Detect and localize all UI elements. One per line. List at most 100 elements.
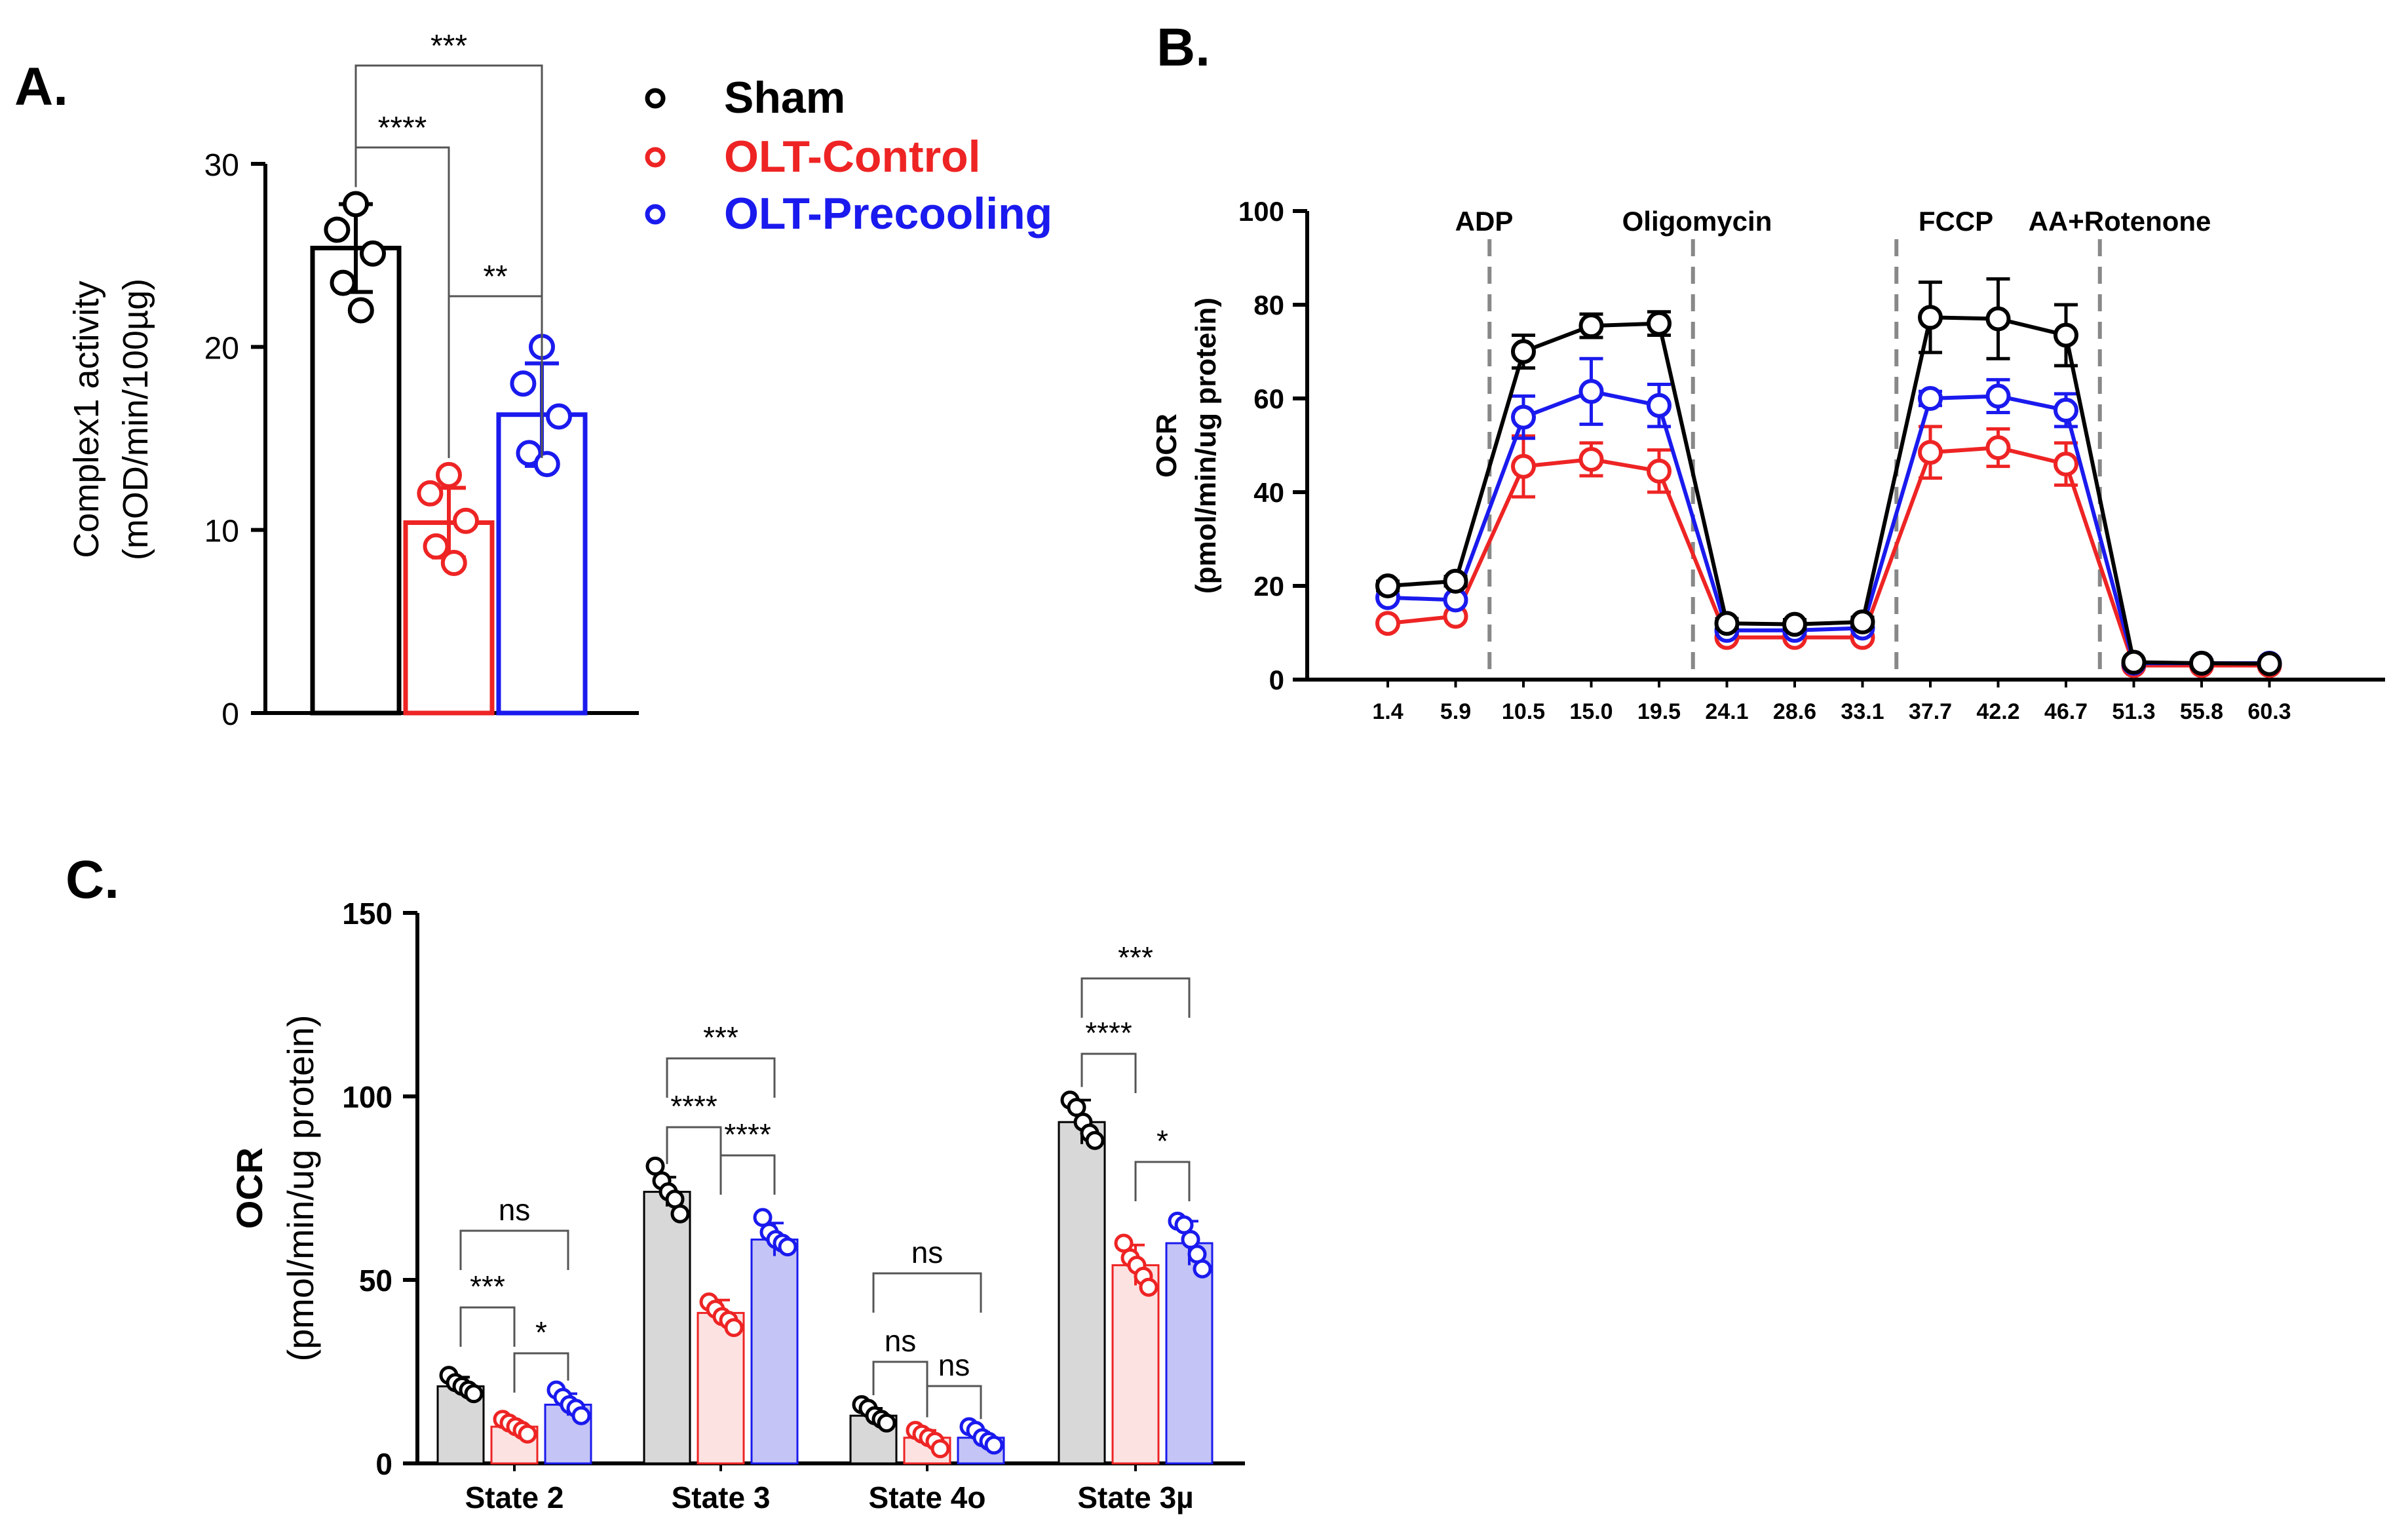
c-category-label: State 2 [465,1480,564,1515]
c-significance-bracket [1080,1052,1137,1093]
b-point-sham [2054,322,2078,348]
a-significance-bracket [448,295,543,458]
a-data-point [417,480,444,507]
b-x-tick-label: 1.4 [1372,699,1403,724]
b-y-tick-label: 0 [1269,665,1284,695]
b-point-olt-precooling [1918,386,1943,411]
a-significance-bracket [354,64,543,458]
a-significance-label: *** [430,29,467,64]
c-bar-sham [1058,1121,1106,1465]
panel-a-label: A. [14,57,68,117]
a-significance-label: ** [483,260,507,294]
c-significance-bracket [666,1126,722,1167]
c-significance-label: **** [724,1117,771,1151]
c-data-point [1085,1130,1105,1150]
a-data-point [347,297,374,324]
legend-marker-sham [645,88,666,109]
b-x-tick-label: 28.6 [1773,699,1816,724]
a-y-tick-label: 0 [221,697,239,732]
c-bar-olt-control [1111,1264,1160,1465]
b-point-olt-control [1375,611,1400,636]
c-significance-label: **** [1085,1016,1132,1050]
c-bar-olt-precooling [750,1238,799,1465]
a-y-tick-label: 30 [204,148,239,183]
c-significance-label: * [1156,1124,1168,1158]
c-bar-olt-control [697,1311,745,1465]
panel-c-label: C. [66,850,119,910]
legend-marker-olt-precooling [645,204,666,225]
c-data-point [464,1384,484,1404]
b-x-tick-label: 42.2 [1976,699,2019,724]
c-y-axis-title-line2: (pmol/min/ug protein) [280,1014,321,1361]
a-y-axis-title-line2: (mOD/min/100µg) [116,279,155,560]
b-point-sham [1918,305,1943,330]
c-significance-label: ns [911,1235,944,1269]
b-y-tick-label: 20 [1253,571,1284,602]
b-point-olt-precooling [1511,404,1536,430]
b-point-olt-precooling [1985,383,2011,409]
c-y-tick-label: 0 [375,1447,392,1481]
a-data-point [440,549,467,576]
b-injection-label: FCCP [1919,206,1993,237]
c-significance-bracket [459,1306,516,1347]
c-significance-bracket [872,1272,982,1313]
a-data-point [343,191,369,218]
b-x-tick-label: 24.1 [1705,699,1748,724]
c-y-axis-title-line1: OCR [229,1148,270,1229]
b-x-tick-label: 37.7 [1909,699,1952,724]
c-significance-label: *** [1118,940,1153,975]
b-point-sham [1782,611,1807,637]
b-point-sham [1850,609,1875,635]
legend-marker-olt-control [645,147,666,168]
c-significance-bracket [1080,977,1191,1018]
c-data-point [984,1435,1004,1455]
c-data-point [724,1318,744,1338]
legend-label-olt-control: OLT-Control [724,132,981,182]
a-data-point [533,451,560,478]
b-point-olt-control [1578,446,1604,472]
a-data-point [324,216,351,243]
c-data-point [1193,1259,1212,1279]
c-significance-bracket [872,1361,928,1401]
legend-label-olt-precooling: OLT-Precooling [724,189,1052,239]
c-significance-bracket [666,1057,776,1098]
panel-b-chart: 0 20 40 60 80 100 1.4 5.9 10.5 15.0 19.5 24.1 28.6 33… [1151,196,2385,724]
b-point-olt-control [2054,452,2078,477]
c-data-point [1139,1277,1158,1297]
c-data-point [930,1439,950,1459]
c-significance-bracket [926,1385,982,1419]
b-point-olt-control [1647,458,1672,484]
b-y-axis-title-line1: OCR [1151,414,1183,478]
b-point-sham [1578,313,1604,339]
a-data-point [546,403,572,430]
b-point-sham [1443,568,1468,594]
b-series-line-olt-control [1387,446,2270,668]
c-y-tick-label: 150 [342,897,392,931]
b-x-tick-label: 5.9 [1440,699,1471,724]
panel-b-label: B. [1156,18,1210,77]
legend-item-olt-precooling: OLT-Precooling [645,189,1052,239]
b-x-tick-label: 15.0 [1569,699,1613,724]
b-x-tick-label: 19.5 [1637,699,1681,724]
b-injection-label: Oligomycin [1622,206,1772,237]
legend-item-olt-control: OLT-Control [645,132,981,182]
a-data-point [360,240,386,267]
b-point-olt-control [1918,440,1943,465]
b-x-tick-label: 55.8 [2180,699,2223,724]
b-point-sham [1714,611,1740,636]
b-y-tick-label: 80 [1253,290,1284,320]
a-data-point [423,533,449,560]
legend: Sham OLT-Control OLT-Precooling [645,73,1052,239]
b-point-olt-precooling [2054,397,2078,423]
panel-c-chart: 0 50 100 150 OCR (pmol/min/ug protein) State 2… [229,897,1245,1515]
b-y-axis-title-line2: (pmol/min/ug protein) [1190,298,1222,594]
c-significance-label: *** [703,1020,738,1054]
legend-item-sham: Sham [645,73,845,123]
c-y-tick-label: 100 [342,1080,392,1114]
c-y-tick-label: 50 [359,1264,392,1298]
b-point-olt-precooling [1647,393,1672,418]
c-significance-label: ns [938,1348,970,1382]
c-data-point [877,1413,896,1433]
b-x-tick-label: 10.5 [1502,699,1545,724]
b-point-olt-control [1985,435,2011,461]
